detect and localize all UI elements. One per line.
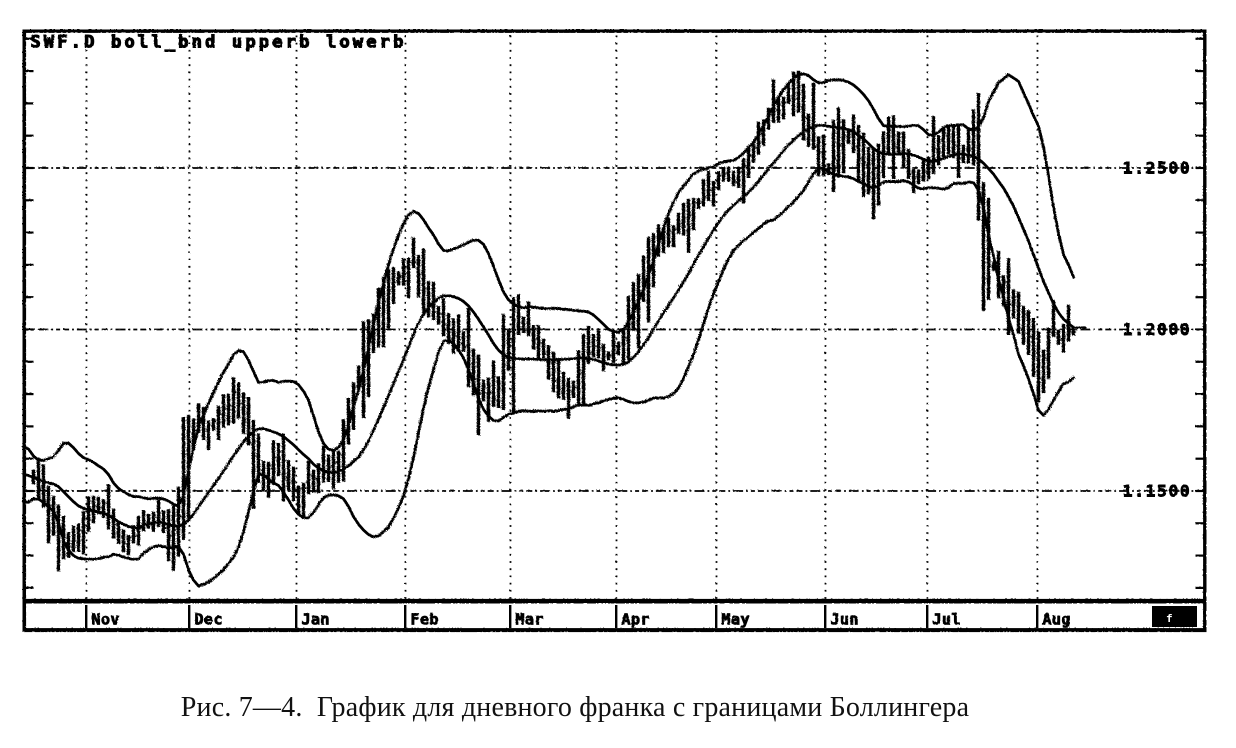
y-tick-right xyxy=(1195,586,1204,589)
month-tick-aug xyxy=(1036,605,1039,628)
strip-bottom-line xyxy=(22,627,1206,632)
y-tick-left xyxy=(24,101,33,104)
lower-band xyxy=(21,166,1075,587)
y-tick-left xyxy=(24,231,33,234)
frame-left xyxy=(22,29,26,631)
month-label-aug: Aug xyxy=(1042,610,1071,628)
price-series xyxy=(21,70,1086,587)
month-tick-dec xyxy=(188,605,191,628)
y-tick-left xyxy=(24,263,33,266)
upper-band xyxy=(21,71,1075,508)
month-axis-strip: Nov Dec Jan Feb Mar Apr May Jun Jul Aug f xyxy=(85,605,1197,628)
y-tick-right xyxy=(1195,231,1204,234)
month-axis-inner: Nov Dec Jan Feb Mar Apr May Jun Jul Aug f xyxy=(85,605,1197,628)
month-label-apr: Apr xyxy=(621,610,650,628)
month-label-mar: Mar xyxy=(515,610,544,628)
y-tick-right xyxy=(1195,134,1204,137)
month-tick-nov xyxy=(85,605,88,628)
y-tick-right xyxy=(1195,392,1204,395)
scroll-end-glyph: f xyxy=(1166,612,1173,625)
month-label-may: May xyxy=(721,610,750,628)
y-tick-right xyxy=(1195,198,1204,201)
month-tick-jan xyxy=(295,605,298,628)
y-tick-left xyxy=(24,327,33,331)
y-tick-right xyxy=(1195,521,1204,524)
y-tick-right xyxy=(1195,166,1204,169)
y-tick-right xyxy=(1195,69,1204,72)
month-label-jun: Jun xyxy=(830,610,859,628)
y-tick-right xyxy=(1195,37,1204,40)
y-tick-left xyxy=(24,554,33,557)
y-tick-right xyxy=(1195,101,1204,104)
price-label-1.2500: 1.2500 xyxy=(1122,158,1191,177)
month-tick-jul xyxy=(926,605,929,628)
y-tick-right xyxy=(1195,263,1204,266)
month-tick-jun xyxy=(824,605,827,628)
y-tick-left xyxy=(24,295,33,298)
y-tick-right xyxy=(1195,489,1204,492)
chart-frame-inner xyxy=(22,29,1206,632)
y-tick-right xyxy=(1195,360,1204,363)
axis-labels: SWF.D boll_bnd upperb lowerb 1.2500 1.2000… xyxy=(29,31,1191,500)
month-tick-feb xyxy=(404,605,407,628)
month-label-jul: Jul xyxy=(932,610,961,628)
y-tick-right xyxy=(1195,457,1204,460)
y-tick-left xyxy=(24,69,33,72)
frame-right xyxy=(1202,29,1206,631)
y-tick-right xyxy=(1195,327,1204,331)
x-axis-line xyxy=(22,598,1206,603)
y-tick-right xyxy=(1195,295,1204,298)
month-tick-apr xyxy=(615,605,618,628)
price-label-1.1500: 1.1500 xyxy=(1122,481,1191,500)
y-tick-right xyxy=(1195,554,1204,557)
ohlc-open-close-ticks xyxy=(30,96,1076,556)
y-tick-left xyxy=(24,457,33,460)
y-tick-left xyxy=(24,489,33,492)
y-tick-left xyxy=(24,37,33,40)
price-bars xyxy=(30,70,1076,571)
y-tick-left xyxy=(24,198,33,201)
y-tick-left xyxy=(24,166,33,169)
month-label-feb: Feb xyxy=(410,610,439,628)
month-tick-may xyxy=(715,605,718,628)
month-label-nov: Nov xyxy=(91,610,120,628)
scroll-end-box xyxy=(1152,606,1197,627)
month-label-jan: Jan xyxy=(301,610,330,628)
chart-title: SWF.D boll_bnd upperb lowerb xyxy=(30,32,406,52)
y-tick-right xyxy=(1195,424,1204,427)
y-tick-left xyxy=(24,424,33,427)
y-tick-left xyxy=(24,134,33,137)
chart-frame xyxy=(22,29,1206,632)
y-tick-left xyxy=(24,586,33,589)
ohlc-bar-bodies xyxy=(31,70,1075,571)
figure-caption: Рис. 7—4. График для дневного франка с г… xyxy=(180,692,970,723)
y-tick-left xyxy=(24,392,33,395)
y-tick-left xyxy=(24,521,33,524)
bollinger-chart: SWF.D boll_bnd upperb lowerb 1.2500 1.2000… xyxy=(21,29,1206,632)
month-label-dec: Dec xyxy=(194,610,223,628)
y-tick-left xyxy=(24,360,33,363)
price-label-1.2000: 1.2000 xyxy=(1122,320,1191,339)
frame-top xyxy=(22,29,1206,33)
month-tick-mar xyxy=(509,605,512,628)
